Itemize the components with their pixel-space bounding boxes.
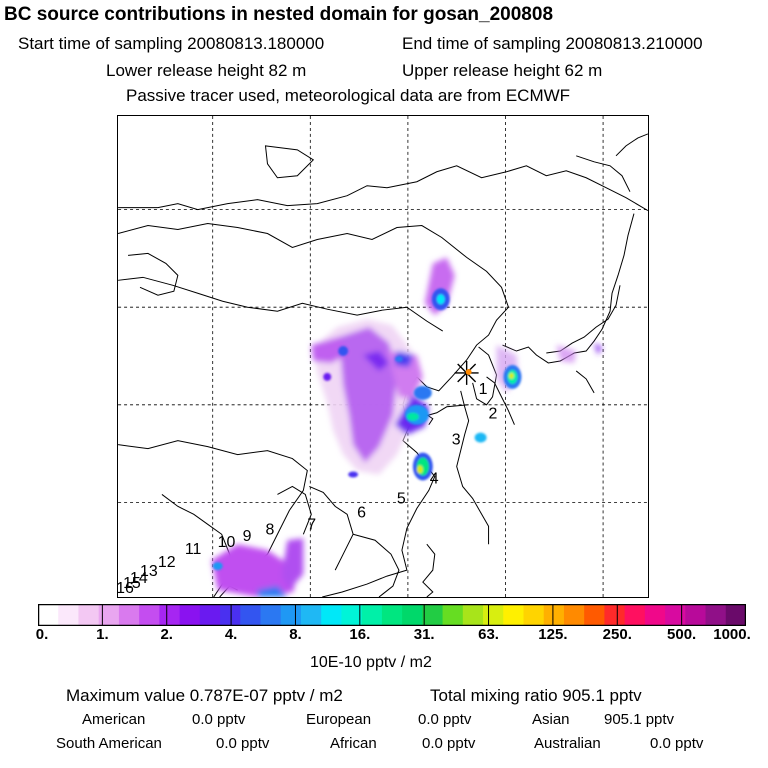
- site-number: 10: [218, 534, 236, 551]
- colorbar-cell: [503, 604, 524, 626]
- region-asian-value: 905.1 pptv: [604, 711, 675, 728]
- region-south-american-value: 0.0 pptv: [216, 735, 270, 752]
- colorbar-cell: [78, 604, 100, 626]
- colorbar-cell: [584, 604, 605, 626]
- region-african-name: African: [330, 735, 377, 752]
- colorbar-cell: [341, 604, 363, 626]
- page-title: BC source contributions in nested domain…: [4, 4, 554, 25]
- site-number: 5: [397, 490, 406, 507]
- colorbar-cell: [685, 604, 707, 626]
- source-contribution-plume: [211, 257, 603, 597]
- colorbar-cell: [361, 604, 383, 626]
- site-number: 7: [307, 516, 316, 533]
- site-number: 6: [357, 504, 366, 521]
- colorbar-cell: [725, 604, 746, 626]
- site-number: 12: [158, 554, 176, 571]
- coastline-lines: [118, 133, 648, 597]
- site-number: 8: [265, 521, 274, 538]
- colorbar-cell: [523, 604, 545, 626]
- colorbar-cell: [38, 604, 59, 626]
- region-american-value: 0.0 pptv: [192, 711, 246, 728]
- colorbar-tick-label: 2.: [160, 626, 173, 643]
- region-australian-value: 0.0 pptv: [650, 735, 704, 752]
- site-number: 9: [243, 528, 252, 545]
- colorbar-cell: [442, 604, 464, 626]
- site-number: 2: [489, 406, 498, 423]
- site-number: 4: [430, 470, 439, 487]
- colorbar-cell: [118, 604, 140, 626]
- total-mixing-ratio: Total mixing ratio 905.1 pptv: [430, 686, 642, 705]
- colorbar-tick-label: 125.: [538, 626, 568, 643]
- hotspots: [212, 288, 522, 571]
- footprint-map: 1 2 3 4 5 6 7 8 9 10 11 12 13 14 15 16: [117, 115, 649, 598]
- region-american-name: American: [82, 711, 146, 728]
- site-number: 15: [123, 575, 141, 592]
- site-number: 14: [130, 570, 148, 587]
- lower-release-label: Lower release height 82 m: [106, 61, 307, 80]
- colorbar: [38, 604, 746, 626]
- colorbar-unit: 10E-10 pptv / m2: [310, 654, 432, 671]
- colorbar-tick-label: 8.: [289, 626, 302, 643]
- colorbar-cell: [300, 604, 322, 626]
- colorbar-cell: [381, 604, 403, 626]
- colorbar-cell: [462, 604, 484, 626]
- upper-release-label: Upper release height 62 m: [402, 61, 603, 80]
- colorbar-cell: [604, 604, 626, 626]
- region-european-value: 0.0 pptv: [418, 711, 472, 728]
- colorbar-tick-label: 250.: [602, 626, 632, 643]
- colorbar-cell: [543, 604, 565, 626]
- colorbar-cell: [260, 604, 282, 626]
- colorbar-cell: [402, 604, 423, 626]
- colorbar-cell: [563, 604, 585, 626]
- region-european-name: European: [306, 711, 372, 728]
- colorbar-cell: [199, 604, 221, 626]
- colorbar-tick-label: 63.: [478, 626, 499, 643]
- colorbar-cell: [705, 604, 727, 626]
- region-african-value: 0.0 pptv: [422, 735, 476, 752]
- maximum-value: Maximum value 0.787E-07 pptv / m2: [66, 686, 343, 705]
- colorbar-cell: [422, 604, 444, 626]
- site-number: 3: [452, 432, 461, 449]
- colorbar-cell: [665, 604, 686, 626]
- colorbar-tick-label: 500.: [667, 626, 697, 643]
- colorbar-tick-label: 1.: [96, 626, 109, 643]
- site-number: 11: [185, 541, 202, 558]
- colorbar-cell: [321, 604, 342, 626]
- colorbar-cell: [624, 604, 646, 626]
- colorbar-tick-label: 0.: [35, 626, 49, 643]
- region-australian-name: Australian: [534, 735, 601, 752]
- colorbar-cell: [644, 604, 666, 626]
- site-number: 16: [117, 580, 134, 597]
- receptor-star-icon: [454, 360, 479, 385]
- colorbar-tick-label: 16.: [349, 626, 371, 643]
- colorbar-cell: [58, 604, 79, 626]
- colorbar-tick-label: 31.: [413, 626, 435, 643]
- site-number: 1: [479, 381, 488, 398]
- colorbar-tick-label: 1000.: [713, 626, 751, 643]
- colorbar-cell: [240, 604, 262, 626]
- site-number: 13: [140, 563, 158, 580]
- colorbar-cell: [483, 604, 504, 626]
- region-asian-name: Asian: [532, 711, 570, 728]
- colorbar-cell: [139, 604, 160, 626]
- colorbar-cell: [179, 604, 201, 626]
- colorbar-tick-label: 4.: [224, 626, 238, 643]
- region-south-american-name: South American: [56, 735, 162, 752]
- end-time-label: End time of sampling 20080813.210000: [402, 34, 703, 53]
- colorbar-cell: [280, 604, 302, 626]
- tracer-note: Passive tracer used, meteorological data…: [126, 86, 571, 105]
- colorbar-cell: [159, 604, 181, 626]
- colorbar-cell: [220, 604, 241, 626]
- colorbar-cell: [98, 604, 120, 626]
- start-time-label: Start time of sampling 20080813.180000: [18, 34, 325, 53]
